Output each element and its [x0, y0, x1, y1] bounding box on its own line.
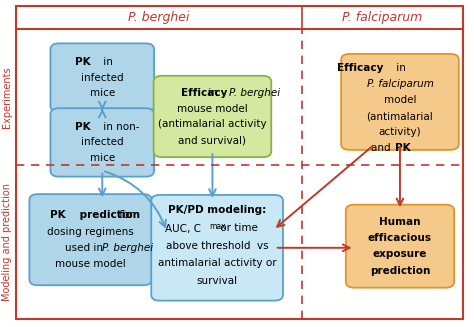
Text: PK/PD modeling:: PK/PD modeling: [168, 204, 266, 215]
Text: P. berghei: P. berghei [128, 11, 189, 24]
Text: in non-: in non- [100, 122, 139, 132]
Text: and survival): and survival) [178, 135, 246, 145]
FancyBboxPatch shape [346, 205, 454, 288]
Text: max: max [210, 222, 226, 231]
Text: Experiments: Experiments [2, 66, 12, 128]
Text: P. berghei: P. berghei [229, 88, 280, 98]
Text: prediction: prediction [75, 210, 139, 220]
FancyBboxPatch shape [50, 43, 154, 112]
Text: mice: mice [90, 88, 115, 98]
Text: Human: Human [379, 216, 421, 227]
Text: (antimalarial activity: (antimalarial activity [158, 119, 267, 129]
Text: mouse model: mouse model [177, 104, 248, 114]
Text: P. berghei: P. berghei [102, 243, 154, 253]
Text: Efficacy: Efficacy [337, 63, 383, 73]
Text: dosing regimens: dosing regimens [47, 227, 134, 236]
Text: mice: mice [90, 153, 115, 163]
Text: in: in [393, 63, 406, 73]
Text: infected: infected [81, 73, 124, 83]
FancyBboxPatch shape [154, 76, 271, 157]
Text: Efficacy: Efficacy [181, 88, 227, 98]
Text: PK: PK [75, 122, 91, 132]
Text: efficacious: efficacious [368, 233, 432, 243]
Text: survival: survival [197, 276, 237, 286]
Text: AUC, C: AUC, C [164, 224, 201, 234]
Text: P. falciparum: P. falciparum [342, 11, 422, 24]
Text: for: for [116, 210, 134, 220]
Text: PK: PK [395, 143, 411, 153]
FancyBboxPatch shape [50, 108, 154, 177]
FancyBboxPatch shape [29, 194, 152, 285]
Text: prediction: prediction [370, 266, 430, 276]
Text: and: and [371, 143, 394, 153]
Text: or time: or time [217, 223, 257, 233]
Text: model: model [383, 95, 416, 105]
Text: exposure: exposure [373, 250, 427, 259]
Text: (antimalarial: (antimalarial [366, 111, 433, 121]
Text: used in: used in [65, 243, 106, 253]
Text: mouse model: mouse model [55, 259, 126, 269]
Text: P. falciparum: P. falciparum [366, 79, 433, 89]
Text: PK: PK [50, 210, 70, 220]
FancyBboxPatch shape [151, 195, 283, 301]
Text: Modeling and prediction: Modeling and prediction [2, 183, 12, 301]
Text: in: in [100, 57, 113, 67]
Text: activity): activity) [379, 127, 421, 137]
Text: above threshold  vs: above threshold vs [166, 241, 268, 251]
Text: in: in [205, 88, 221, 98]
Text: PK: PK [75, 57, 91, 67]
Text: antimalarial activity or: antimalarial activity or [158, 258, 276, 268]
Text: infected: infected [81, 137, 124, 147]
FancyBboxPatch shape [341, 54, 459, 150]
